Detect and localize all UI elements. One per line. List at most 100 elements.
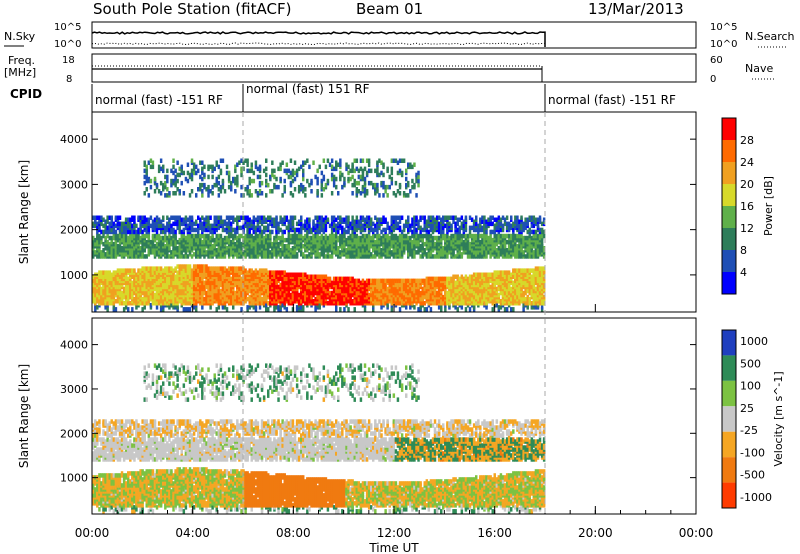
heatmap-cell: [279, 215, 282, 220]
heatmap-cell: [372, 278, 375, 284]
heatmap-cell: [223, 235, 227, 241]
heatmap-cell: [139, 268, 142, 273]
heatmap-cell: [376, 278, 379, 284]
heatmap-cell: [149, 158, 153, 163]
heatmap-cell: [433, 254, 437, 259]
heatmap-cell: [176, 239, 179, 245]
heatmap-cell: [421, 233, 424, 239]
heatmap-cell: [135, 284, 138, 290]
heatmap-cell: [431, 254, 435, 259]
heatmap-cell: [407, 244, 410, 249]
heatmap-cell: [98, 248, 101, 253]
heatmap-cell: [242, 235, 245, 241]
heatmap-cell: [153, 221, 157, 227]
heatmap-cell: [205, 250, 208, 255]
heatmap-cell: [343, 217, 346, 222]
heatmap-cell: [427, 215, 431, 220]
heatmap-cell: [96, 233, 99, 239]
heatmap-cell: [421, 296, 424, 302]
heatmap-cell: [246, 233, 249, 239]
heatmap-cell: [355, 278, 359, 284]
heatmap-cell: [384, 286, 387, 292]
heatmap-cell: [221, 282, 225, 288]
heatmap-cell: [304, 160, 307, 165]
heatmap-cell: [337, 221, 340, 227]
heatmap-cell: [330, 233, 334, 239]
heatmap-cell: [147, 160, 151, 165]
heatmap-cell: [164, 229, 167, 235]
noise-sky-line: [91, 31, 546, 47]
heatmap-cell: [328, 290, 332, 296]
heatmap-cell: [291, 272, 295, 277]
heatmap-cell: [347, 235, 350, 241]
heatmap-cell: [203, 280, 206, 286]
heatmap-cell: [147, 227, 151, 233]
heatmap-cell: [186, 162, 190, 167]
heatmap-cell: [170, 178, 173, 184]
heatmap-cell: [322, 239, 326, 245]
heatmap-cell: [376, 182, 379, 188]
heatmap-cell: [219, 254, 223, 259]
heatmap-cell: [382, 227, 385, 233]
heatmap-cell: [207, 233, 210, 239]
heatmap-cell: [312, 160, 315, 165]
heatmap-cell: [277, 225, 280, 231]
heatmap-cell: [186, 270, 190, 275]
heatmap-cell: [100, 239, 103, 245]
heatmap-cell: [260, 296, 264, 302]
heatmap-cell: [199, 174, 202, 180]
heatmap-cell: [260, 191, 264, 196]
heatmap-cell: [155, 215, 159, 220]
heatmap-cell: [100, 286, 103, 292]
heatmap-cell: [398, 254, 402, 259]
heatmap-cell: [248, 176, 251, 182]
heatmap-cell: [192, 296, 196, 302]
heatmap-cell: [195, 227, 198, 233]
heatmap-cell: [398, 158, 402, 163]
heatmap-cell: [314, 286, 317, 292]
heatmap-cell: [120, 221, 124, 227]
heatmap-cell: [374, 215, 377, 220]
heatmap-cell: [188, 307, 192, 312]
heatmap-cell: [258, 225, 262, 231]
heatmap-cell: [318, 296, 321, 302]
heatmap-cell: [120, 290, 124, 296]
heatmap-cell: [335, 184, 338, 190]
heatmap-cell: [201, 274, 204, 279]
heatmap-cell: [275, 225, 278, 231]
heatmap-cell: [316, 244, 319, 249]
heatmap-cell: [275, 184, 278, 190]
heatmap-cell: [250, 219, 253, 224]
heatmap-cell: [223, 219, 227, 224]
heatmap-cell: [114, 246, 118, 251]
heatmap-cell: [405, 168, 408, 174]
heatmap-cell: [359, 191, 363, 196]
heatmap-cell: [332, 178, 336, 184]
heatmap-cell: [386, 184, 389, 190]
heatmap-cell: [258, 301, 262, 306]
heatmap-cell: [211, 229, 214, 235]
heatmap-cell: [127, 280, 130, 286]
heatmap-cell: [159, 286, 163, 292]
heatmap-cell: [184, 235, 188, 241]
heatmap-cell: [246, 227, 249, 233]
heatmap-cell: [135, 272, 138, 277]
heatmap-cell: [312, 219, 315, 224]
heatmap-cell: [168, 217, 171, 222]
heatmap-cell: [213, 266, 216, 271]
date-label: 13/Mar/2013: [588, 0, 684, 18]
heatmap-cell: [176, 187, 179, 192]
heatmap-cell: [217, 215, 221, 220]
heatmap-cell: [398, 296, 402, 302]
heatmap-cell: [100, 250, 103, 255]
heatmap-cell: [326, 235, 330, 241]
heatmap-cell: [376, 160, 379, 165]
heatmap-cell: [405, 182, 408, 188]
heatmap-cell: [431, 235, 435, 241]
heatmap-cell: [343, 276, 346, 282]
heatmap-cell: [343, 227, 346, 233]
heatmap-cell: [232, 219, 235, 224]
heatmap-cell: [361, 184, 365, 190]
heatmap-cell: [343, 248, 346, 253]
heatmap-cell: [232, 305, 235, 310]
